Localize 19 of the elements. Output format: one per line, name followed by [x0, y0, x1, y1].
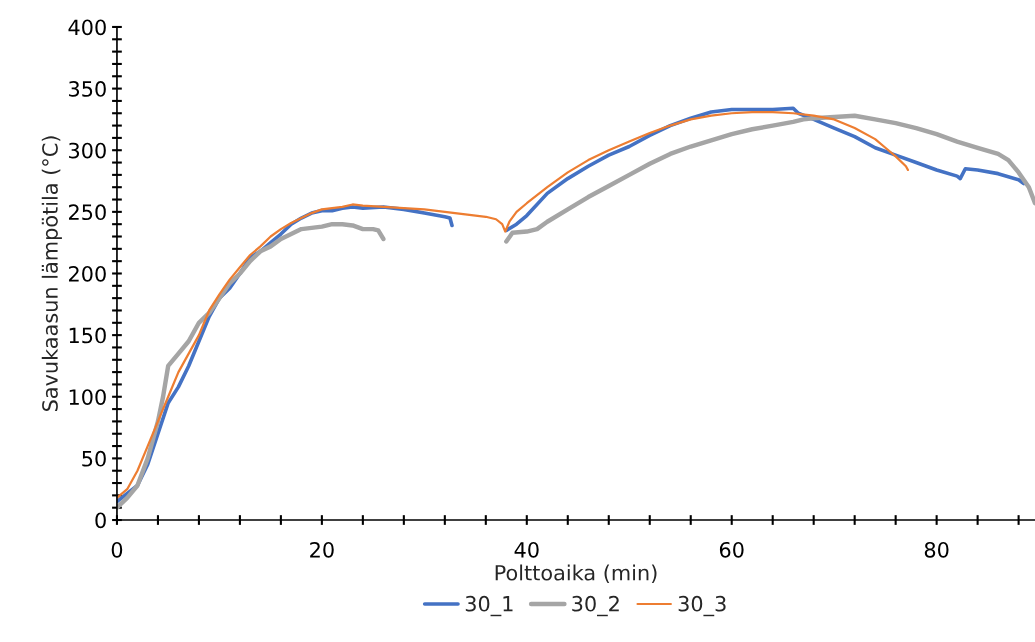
y-tick-label: 350 — [69, 81, 106, 97]
x-tick-label: 20 — [310, 541, 334, 558]
legend-label: 30_3 — [678, 595, 726, 617]
legend-label: 30_2 — [572, 595, 619, 617]
y-tick-label: 300 — [69, 142, 106, 159]
x-tick-label: 60 — [719, 541, 744, 558]
y-tick-label: 100 — [69, 389, 106, 405]
y-tick-label: 200 — [68, 265, 106, 282]
y-tick-label: 150 — [69, 327, 106, 344]
y-tick-label: 50 — [82, 450, 106, 467]
y-tick-label: 250 — [68, 204, 106, 221]
legend-label: 30_1 — [465, 595, 513, 617]
y-tick-label: 400 — [68, 19, 106, 36]
y-tick-label: 0 — [95, 512, 106, 529]
x-tick-label: 80 — [924, 541, 949, 558]
x-tick-label: 40 — [514, 541, 539, 558]
y-axis-title: Savukaasun lämpötila (°C) — [41, 136, 62, 412]
x-axis-title: Polttoaika (min) — [495, 564, 657, 584]
x-tick-label: 0 — [111, 541, 123, 558]
